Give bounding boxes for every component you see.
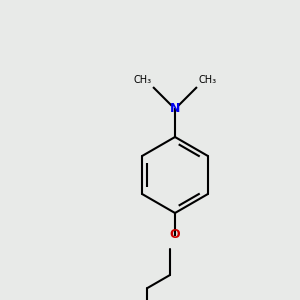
Text: O: O <box>170 229 180 242</box>
Text: N: N <box>170 103 180 116</box>
Text: CH₃: CH₃ <box>134 75 152 85</box>
Text: CH₃: CH₃ <box>198 75 216 85</box>
